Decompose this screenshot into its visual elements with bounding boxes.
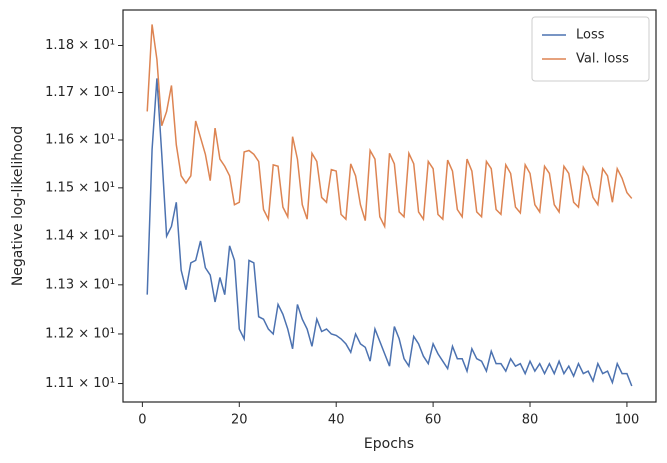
- legend-label: Val. loss: [576, 52, 629, 67]
- y-tick-label: 1.16 × 10¹: [45, 132, 115, 147]
- y-axis-label: Negative log-likelihood: [10, 126, 26, 286]
- x-axis-label: Epochs: [364, 436, 414, 452]
- legend-box: [531, 16, 650, 82]
- x-tick-label: 20: [231, 413, 248, 428]
- legend-label: Loss: [576, 28, 605, 43]
- y-tick-label: 1.12 × 10¹: [45, 326, 115, 341]
- x-tick-label: 100: [615, 413, 640, 428]
- x-tick-label: 0: [138, 413, 146, 428]
- plot-frame: [122, 9, 657, 403]
- y-tick-label: 1.18 × 10¹: [45, 38, 115, 53]
- x-tick-label: 80: [522, 413, 539, 428]
- y-tick-label: 1.17 × 10¹: [45, 85, 115, 100]
- y-tick-label: 1.11 × 10¹: [45, 376, 115, 391]
- line-series: [146, 24, 633, 230]
- y-tick-label: 1.14 × 10¹: [45, 229, 115, 244]
- y-tick-label: 1.15 × 10¹: [45, 180, 115, 195]
- x-tick-label: 60: [425, 413, 442, 428]
- line-series: [146, 78, 633, 387]
- y-tick-label: 1.13 × 10¹: [45, 277, 115, 292]
- x-tick-label: 40: [328, 413, 345, 428]
